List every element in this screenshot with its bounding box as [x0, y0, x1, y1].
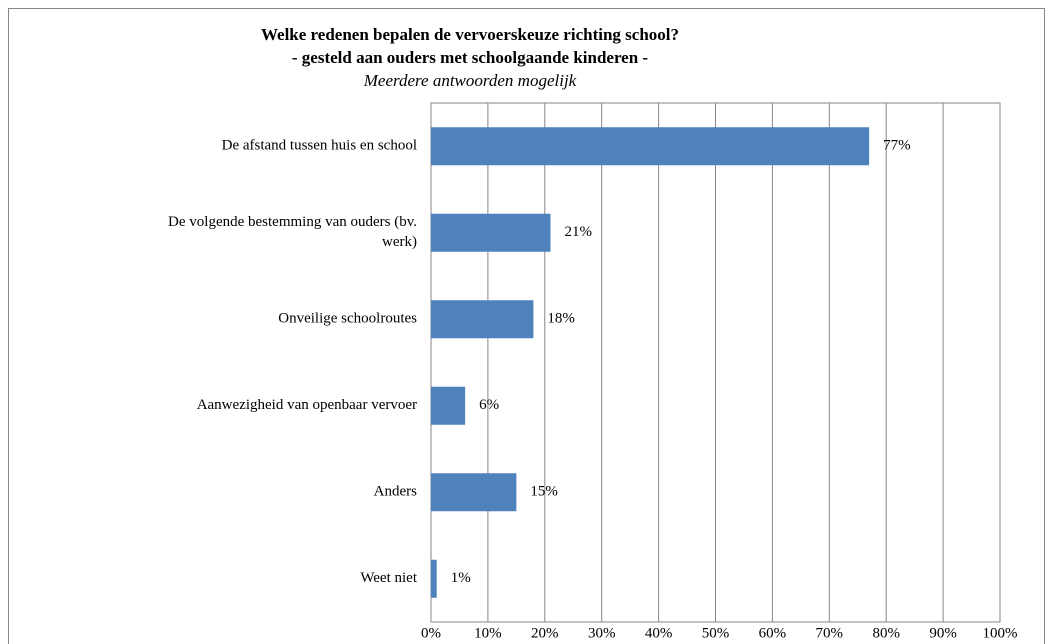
bar	[431, 559, 437, 598]
bar	[431, 213, 551, 252]
y-tick-label: Onveilige schoolroutes	[278, 311, 417, 327]
x-tick-label: 10%	[474, 625, 502, 641]
bar	[431, 300, 534, 339]
data-label: 15%	[530, 484, 558, 500]
x-tick-label: 80%	[872, 625, 900, 641]
y-tick-label: Anders	[374, 484, 417, 500]
plot-frame	[430, 102, 1001, 623]
data-label: 1%	[451, 570, 471, 586]
data-label: 18%	[547, 311, 575, 327]
y-tick-label: Weet niet	[360, 570, 418, 586]
y-tick-label: De afstand tussen huis en school	[222, 138, 417, 154]
x-tick-label: 70%	[816, 625, 844, 641]
y-tick-label: De volgende bestemming van ouders (bv. we…	[168, 214, 417, 250]
data-label: 77%	[883, 138, 911, 154]
x-tick-label: 90%	[929, 625, 957, 641]
x-tick-label: 0%	[421, 625, 441, 641]
y-tick-label: Aanwezigheid van openbaar vervoer	[197, 397, 417, 413]
x-tick-label: 100%	[983, 625, 1018, 641]
chart-subtitle: - gesteld aan ouders met schoolgaande ki…	[292, 48, 649, 67]
x-tick-label: 60%	[759, 625, 787, 641]
x-tick-label: 30%	[588, 625, 616, 641]
x-tick-label: 50%	[702, 625, 730, 641]
data-label: 6%	[479, 397, 499, 413]
x-tick-label: 40%	[645, 625, 673, 641]
data-label: 21%	[564, 224, 592, 240]
bar	[431, 127, 870, 166]
bar	[431, 386, 466, 425]
chart-annotation: Meerdere antwoorden mogelijk	[363, 71, 577, 90]
chart-title: Welke redenen bepalen de vervoerskeuze r…	[261, 25, 679, 44]
bar	[431, 473, 517, 512]
x-tick-label: 20%	[531, 625, 559, 641]
